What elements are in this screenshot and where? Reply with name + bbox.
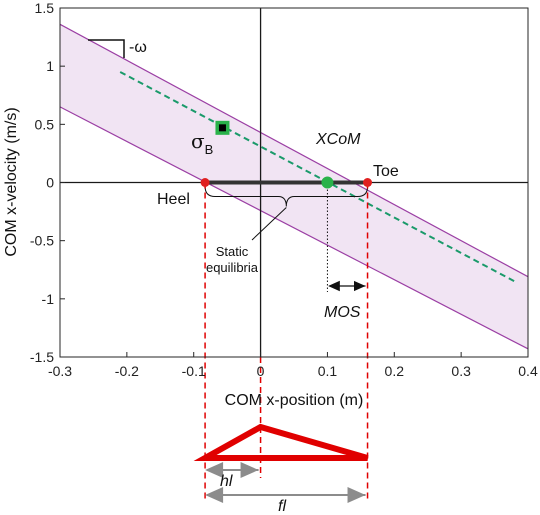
y-axis-ticks: 1.5 1 0.5 0 -0.5 -1 -1.5 [30, 0, 65, 365]
y-tick-label: 0.5 [35, 116, 55, 132]
sigma-symbol: σ [191, 129, 205, 153]
xcom-dashed-line [119, 71, 516, 283]
x-tick-label: 0.3 [451, 363, 471, 379]
sigma-subscript: B [205, 142, 214, 157]
static-label-line2: equilibria [206, 260, 259, 275]
y-tick-label: -1.5 [30, 349, 54, 365]
y-tick-label: -1 [42, 291, 55, 307]
static-label-line1: Static [216, 244, 249, 259]
x-axis-ticks: -0.3 -0.2 -0.1 0 0.1 0.2 0.3 0.4 [48, 352, 538, 379]
x-tick-label: 0.1 [318, 363, 338, 379]
x-tick-label: 0.2 [385, 363, 405, 379]
x-tick-label: -0.1 [182, 363, 206, 379]
fl-label: fl [278, 498, 286, 515]
toe-point [363, 178, 373, 187]
y-tick-label: 1.5 [35, 0, 55, 16]
slope-label: -ω [129, 39, 147, 56]
foot-triangle [193, 423, 369, 461]
y-axis-label: COM x-velocity (m/s) [3, 107, 20, 256]
heel-point [200, 178, 210, 187]
hl-label: hl [220, 473, 233, 490]
mos-label: MOS [324, 304, 361, 321]
static-equilibria-brace [204, 186, 369, 207]
x-tick-label: 0.4 [518, 363, 538, 379]
band-upper-edge [60, 23, 528, 278]
y-tick-label: 1 [46, 58, 54, 74]
y-tick-label: 0 [46, 175, 54, 191]
x-axis-label: COM x-position (m) [225, 392, 364, 409]
sigma-b-label: σB [191, 129, 213, 157]
toe-label: Toe [373, 163, 399, 180]
x-tick-label: -0.2 [115, 363, 139, 379]
xcom-label: XCoM [315, 131, 361, 148]
x-tick-label: 0 [257, 363, 265, 379]
band-lower-edge [60, 106, 528, 350]
heel-label: Heel [157, 191, 190, 208]
stability-band [60, 24, 528, 349]
x-tick-label: -0.3 [48, 363, 72, 379]
sigma-b-marker-core [218, 124, 226, 132]
slope-indicator [88, 39, 125, 58]
xcom-point [321, 176, 334, 189]
static-equilibria-leader [251, 207, 287, 241]
y-tick-label: -0.5 [30, 233, 54, 249]
